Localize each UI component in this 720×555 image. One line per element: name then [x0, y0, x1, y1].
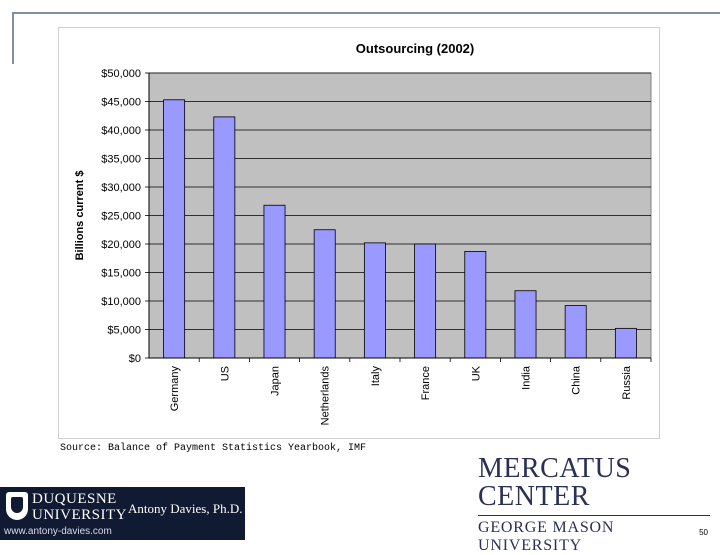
- x-tick-label: Italy: [370, 366, 382, 387]
- bar-uk: [464, 251, 487, 359]
- x-tick-label: China: [571, 365, 583, 395]
- bar-france: [414, 243, 437, 359]
- chart-container: Outsourcing (2002) $0 $5,000 $10,000 $15,000…: [58, 27, 660, 439]
- duquesne-line1: DUQUESNE: [32, 491, 117, 507]
- y-tick-label: $35,000: [101, 154, 141, 166]
- x-tick-label: Russia: [621, 365, 633, 400]
- bar-japan: [263, 204, 286, 359]
- x-tick-label: UK: [470, 365, 482, 381]
- x-tick-label: US: [219, 366, 231, 381]
- mercatus-logo: MERCATUS CENTER GEORGE MASON UNIVERSITY: [478, 455, 710, 555]
- y-tick-label: $50,000: [101, 68, 141, 80]
- duquesne-shield-icon: [6, 492, 28, 520]
- page-number: 50: [699, 528, 708, 537]
- x-tick-label: France: [420, 366, 432, 400]
- mercatus-subtitle: GEORGE MASON UNIVERSITY: [478, 519, 615, 554]
- bar-us: [213, 116, 236, 359]
- x-tick-label: Germany: [169, 366, 181, 412]
- y-tick-label: $20,000: [101, 239, 141, 251]
- y-tick-label: $15,000: [101, 268, 141, 280]
- y-tick-label: $10,000: [101, 296, 141, 308]
- bar-germany: [163, 99, 186, 359]
- y-tick-label: $5,000: [107, 325, 141, 337]
- slide-frame-top-line: [12, 12, 720, 14]
- duquesne-name: DUQUESNE UNIVERSITY: [32, 491, 127, 523]
- y-tick-label: $30,000: [101, 182, 141, 194]
- bar-netherlands: [313, 229, 336, 359]
- slide-frame-left-line: [12, 12, 14, 64]
- y-tick-label: $45,000: [101, 97, 141, 109]
- bar-russia: [614, 327, 637, 359]
- y-tick-label: $0: [129, 353, 141, 365]
- duquesne-line2: UNIVERSITY: [32, 507, 127, 523]
- x-tick-label: Netherlands: [320, 366, 332, 426]
- bar-china: [564, 305, 587, 359]
- bar-chart: Outsourcing (2002) $0 $5,000 $10,000 $15,000…: [74, 41, 652, 426]
- chart-title: Outsourcing (2002): [356, 41, 474, 56]
- x-tick-label: Japan: [270, 366, 282, 396]
- y-tick-label: $25,000: [101, 211, 141, 223]
- y-tick-label: $40,000: [101, 125, 141, 137]
- author-name: Antony Davies, Ph.D.: [128, 501, 243, 516]
- duquesne-banner: DUQUESNE UNIVERSITY Antony Davies, Ph.D.…: [0, 487, 245, 540]
- x-tick-label: India: [521, 365, 533, 390]
- y-axis-label: Billions current $: [74, 171, 86, 261]
- mercatus-name: MERCATUS CENTER: [478, 453, 632, 512]
- bar-italy: [363, 242, 386, 359]
- bar-india: [514, 290, 537, 359]
- source-note: Source: Balance of Payment Statistics Ye…: [60, 443, 367, 454]
- author-url: www.antony-davies.com: [4, 526, 112, 537]
- mercatus-rule: [478, 515, 710, 516]
